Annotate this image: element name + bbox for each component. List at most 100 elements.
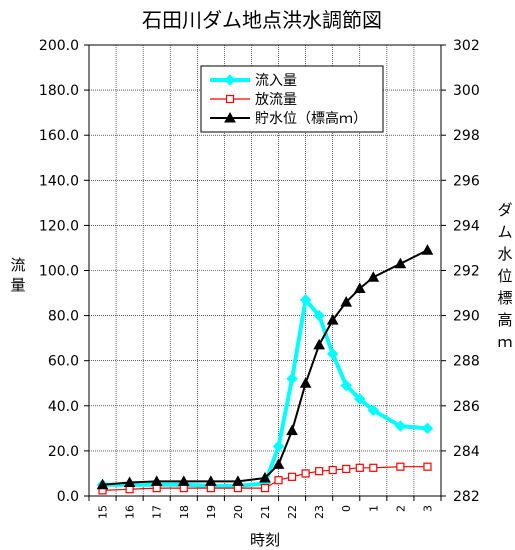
x-tick-label: 20	[232, 505, 245, 519]
y-left-tick-label: 20.0	[48, 444, 79, 460]
y-left-tick-label: 100.0	[39, 264, 79, 280]
data-point	[272, 440, 285, 453]
y-left-tick-label: 0.0	[57, 489, 79, 505]
data-point	[342, 464, 351, 474]
x-axis: 15 16 17 18 19 20 21 22 23 0 1 2 3	[88, 496, 442, 519]
x-axis-label: 時刻	[250, 531, 280, 549]
data-point	[315, 467, 324, 476]
y-right-tick-label: 292	[453, 264, 480, 280]
legend-label: 貯水位（標高ｍ）	[255, 110, 367, 127]
data-point	[394, 420, 407, 432]
y-left-tick-label: 140.0	[39, 173, 79, 189]
y-left-tick-label: 80.0	[48, 309, 79, 325]
y-left-tick-label: 200.0	[39, 38, 79, 54]
y-right-tick-label: 300	[453, 83, 480, 99]
data-point	[353, 282, 366, 294]
y-left-tick-label: 180.0	[39, 83, 79, 99]
y-axis-label-right-char: ダ	[497, 201, 512, 219]
data-point	[287, 472, 297, 481]
x-tick-label: 2	[394, 505, 407, 512]
y-axis-label-right-char: 標	[497, 289, 512, 307]
legend-entry: 貯水位（標高ｍ）	[210, 110, 367, 127]
y-right-tick-label: 298	[453, 128, 480, 144]
data-point	[286, 373, 298, 385]
x-tick-label: 18	[178, 505, 191, 519]
legend-label: 流入量	[255, 73, 297, 89]
data-point	[328, 465, 337, 475]
data-point	[423, 462, 432, 471]
data-point	[177, 475, 190, 486]
data-point	[340, 296, 353, 307]
data-point	[260, 484, 270, 493]
data-point	[123, 476, 136, 487]
x-tick-label: 3	[421, 505, 434, 512]
x-tick-label: 16	[124, 505, 137, 519]
x-tick-label: 15	[97, 505, 110, 519]
left-axis-label: 流 量	[10, 256, 25, 294]
data-point	[204, 475, 217, 486]
y-right-tick-label: 302	[453, 38, 480, 54]
legend-entry: 放流量	[210, 92, 297, 108]
data-point	[301, 469, 310, 478]
data-point	[286, 424, 298, 436]
legend-label: 放流量	[255, 92, 297, 108]
y-right-tick-label: 286	[453, 399, 480, 415]
data-point	[299, 294, 312, 306]
series-group	[96, 244, 434, 495]
data-point	[326, 314, 339, 325]
y-right-tick-label: 290	[453, 309, 480, 325]
y-right-tick-label: 284	[453, 444, 480, 460]
y-axis-label-right-char: ム	[497, 223, 512, 241]
data-point	[326, 348, 339, 360]
data-point	[225, 94, 235, 104]
data-point	[313, 309, 325, 322]
y-axis-label-left-char: 量	[10, 276, 25, 294]
series	[98, 462, 432, 495]
data-point	[224, 111, 236, 123]
data-point	[340, 379, 352, 392]
data-point	[354, 393, 366, 405]
y-axis-label-right-char: 高	[497, 311, 512, 329]
data-point	[367, 404, 380, 417]
y-axis-label-right-char: ｍ	[497, 333, 512, 351]
y-right-tick-label: 296	[453, 173, 480, 189]
data-point	[259, 471, 271, 483]
y-left-tick-label: 60.0	[48, 354, 79, 370]
chart-title: 石田川ダム地点洪水調節図	[142, 8, 382, 32]
right-axis: 282 284 286 288 290 292 294 296 298 300 302	[441, 38, 480, 505]
x-tick-label: 23	[313, 505, 326, 519]
data-point	[96, 478, 109, 490]
data-point	[313, 338, 326, 350]
data-point	[232, 475, 244, 486]
data-point	[272, 458, 285, 469]
y-right-tick-label: 288	[453, 354, 480, 370]
left-axis: 0.0 20.0 40.0 60.0 80.0 100.0 120.0 140.0 160.0 1…	[39, 38, 89, 505]
data-point	[299, 377, 312, 388]
x-tick-label: 21	[259, 505, 272, 519]
data-point	[421, 422, 434, 435]
y-axis-label-right-char: 位	[497, 267, 512, 285]
x-tick-label: 17	[151, 505, 164, 519]
data-point	[369, 463, 378, 472]
y-left-tick-label: 160.0	[39, 128, 79, 144]
data-point	[367, 271, 380, 282]
y-left-tick-label: 40.0	[48, 399, 79, 415]
y-right-tick-label: 294	[453, 218, 480, 234]
data-point	[394, 257, 407, 269]
y-right-tick-label: 282	[453, 489, 480, 505]
data-point	[224, 74, 236, 86]
x-tick-label: 19	[205, 505, 218, 519]
x-tick-label: 22	[286, 505, 299, 519]
data-point	[421, 244, 434, 255]
x-tick-label: 0	[340, 505, 353, 512]
data-point	[274, 476, 283, 485]
y-axis-label-right-char: 水	[497, 245, 512, 263]
data-point	[355, 463, 364, 472]
legend-entry: 流入量	[210, 73, 297, 89]
y-left-tick-label: 120.0	[39, 218, 79, 234]
data-point	[150, 475, 163, 486]
data-point	[396, 462, 405, 471]
